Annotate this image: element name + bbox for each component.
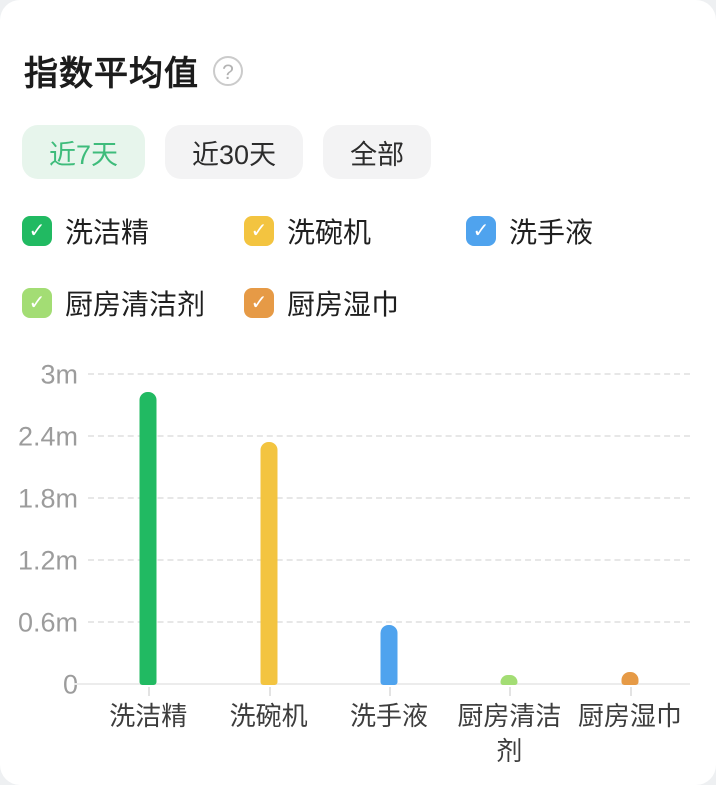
check-icon: ✓ (250, 292, 268, 314)
gridline (88, 497, 690, 499)
x-category-label: 洗洁精 (109, 701, 188, 731)
gridline (88, 621, 690, 623)
bar[interactable] (500, 674, 518, 685)
legend-item[interactable]: ✓ 洗碗机 (244, 211, 466, 251)
time-range-tab[interactable]: 近30天 (165, 125, 304, 179)
legend-label: 厨房清洁剂 (65, 289, 206, 320)
legend-checkbox[interactable]: ✓ (22, 288, 52, 318)
x-tick (509, 687, 512, 696)
legend-checkbox[interactable]: ✓ (22, 216, 52, 246)
y-tick-label: 2.4m (17, 421, 78, 452)
gridline (88, 435, 690, 437)
plot-area (88, 373, 690, 685)
help-icon[interactable]: ? (213, 55, 243, 86)
bar-chart: 3m 2.4m 1.8m 1.2m 0.6m 0 洗洁精 洗碗机 洗手液 厨房清洁剂 厨房湿巾 (0, 360, 716, 766)
bar-slot (88, 375, 208, 696)
y-tick-label: 1.8m (17, 483, 78, 514)
legend-item[interactable]: ✓ 洗洁精 (22, 211, 244, 251)
header: 指数平均值 ? (0, 0, 716, 95)
y-tick-label: 0.6m (17, 607, 78, 638)
y-tick-label: 1.2m (17, 545, 78, 576)
x-tick (268, 687, 271, 696)
bar[interactable] (260, 442, 278, 685)
legend-checkbox[interactable]: ✓ (244, 216, 274, 246)
bar-slot (570, 375, 690, 696)
check-icon: ✓ (28, 220, 46, 242)
legend-label: 洗手液 (509, 217, 594, 248)
y-tick-label: 3m (40, 359, 78, 390)
legend-label: 厨房湿巾 (287, 289, 400, 320)
legend-label: 洗洁精 (65, 217, 150, 248)
check-icon: ✓ (250, 220, 268, 242)
legend-checkbox[interactable]: ✓ (466, 216, 496, 246)
x-tick (148, 687, 151, 696)
bar[interactable] (380, 625, 398, 685)
time-range-tabs: 近7天 近30天 全部 (0, 95, 716, 179)
x-axis-labels: 洗洁精 洗碗机 洗手液 厨房清洁剂 厨房湿巾 (88, 697, 690, 766)
gridline (88, 373, 690, 375)
x-tick (389, 687, 392, 696)
gridline (88, 559, 690, 561)
x-category-label: 厨房清洁剂 (457, 701, 562, 766)
bar-slot (208, 375, 328, 696)
bar-slot (329, 375, 449, 696)
x-category-label: 洗碗机 (229, 701, 308, 731)
legend-item[interactable]: ✓ 厨房清洁剂 (22, 283, 244, 323)
legend-checkbox[interactable]: ✓ (244, 288, 274, 318)
time-range-tab[interactable]: 近7天 (22, 125, 146, 179)
legend-item[interactable]: ✓ 洗手液 (466, 211, 692, 251)
time-range-tab[interactable]: 全部 (323, 125, 432, 179)
bars-row (88, 375, 690, 696)
y-axis-labels: 3m 2.4m 1.8m 1.2m 0.6m 0 (0, 360, 78, 700)
legend: ✓ 洗洁精 ✓ 洗碗机 ✓ 洗手液 ✓ 厨房清洁剂 ✓ 厨房湿巾 (0, 179, 716, 323)
page-title: 指数平均值 (24, 55, 199, 93)
check-icon: ✓ (472, 220, 490, 242)
legend-label: 洗碗机 (287, 217, 372, 248)
y-tick-label: 0 (62, 669, 78, 700)
check-icon: ✓ (28, 292, 46, 314)
bar-slot (449, 375, 569, 696)
bar[interactable] (139, 391, 157, 685)
x-tick (629, 687, 632, 696)
legend-item[interactable]: ✓ 厨房湿巾 (244, 283, 466, 323)
bar[interactable] (621, 671, 639, 685)
x-category-label: 厨房湿巾 (577, 701, 682, 731)
x-category-label: 洗手液 (350, 701, 429, 731)
